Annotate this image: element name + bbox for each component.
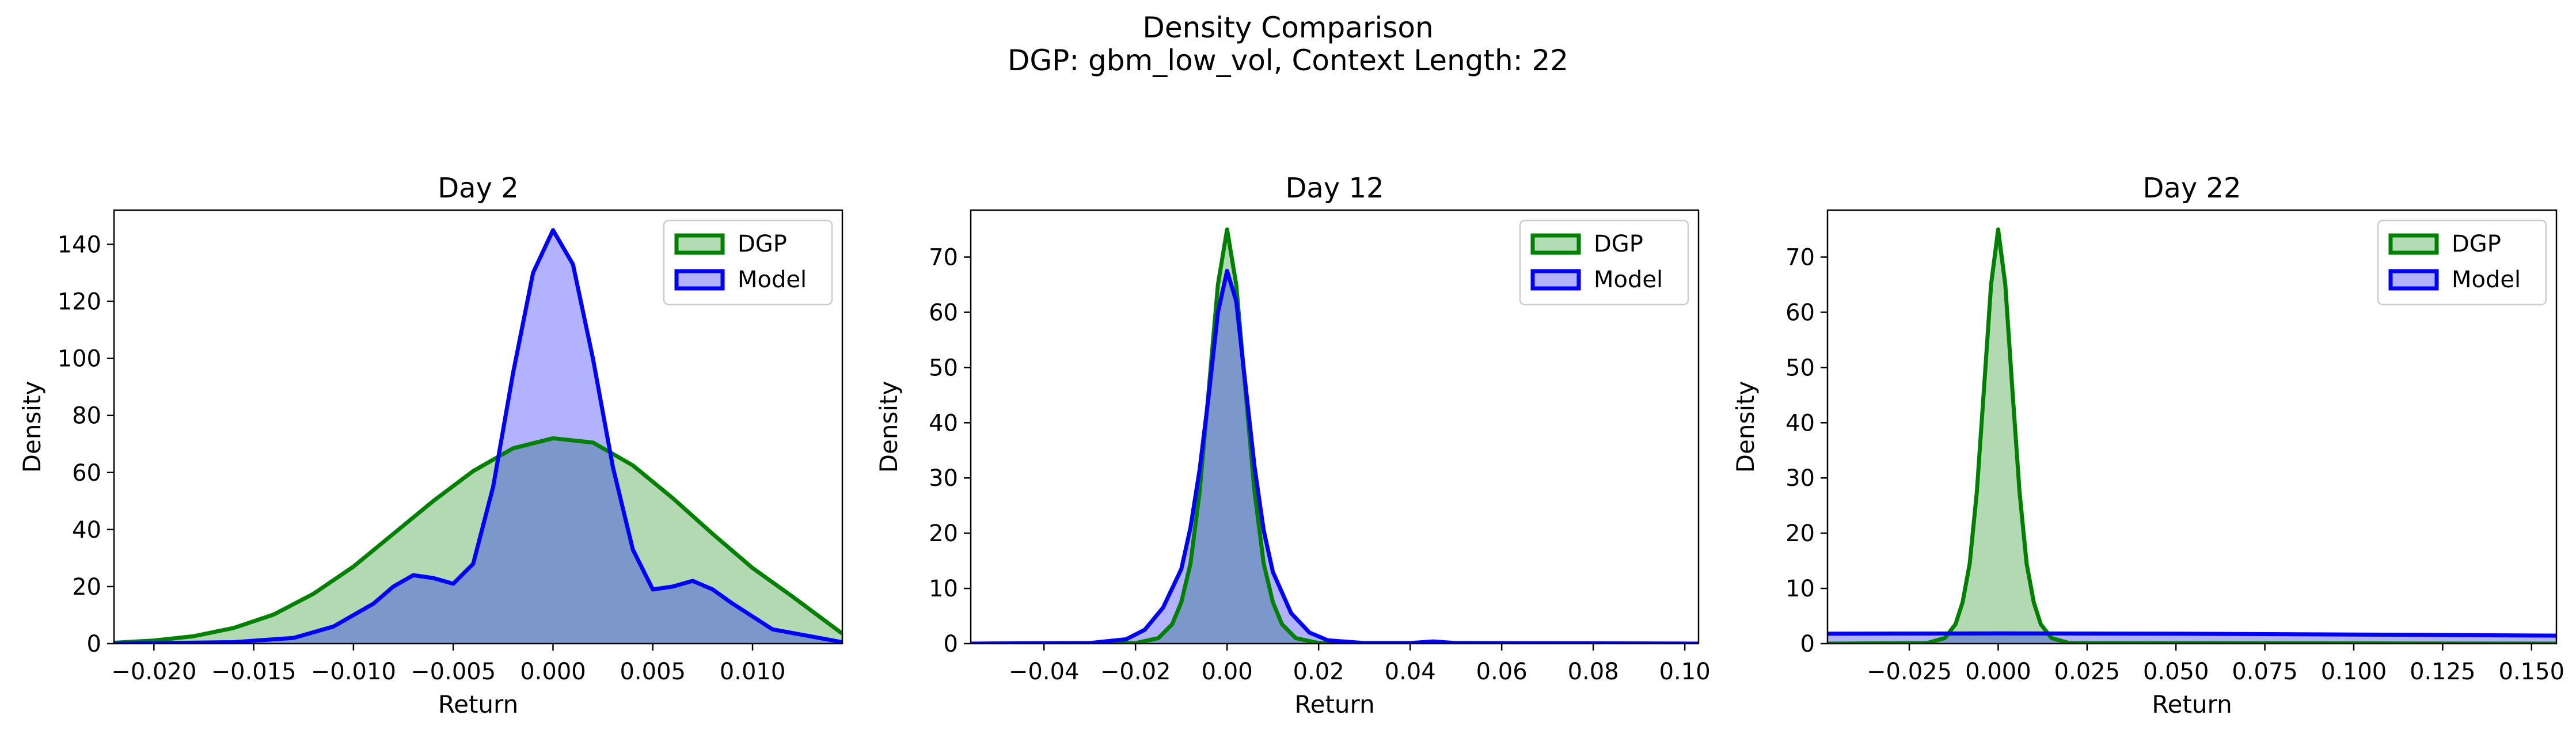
dgp-density-line bbox=[971, 227, 1699, 644]
legend-swatch-dgp bbox=[2388, 233, 2439, 255]
dgp-density-line bbox=[114, 436, 842, 644]
subplot-3: −0.025 0.000 0.025 0.050 0.075 0.100 0.125 0.15… bbox=[1731, 172, 2564, 718]
y-tick-label: 40 bbox=[72, 517, 101, 543]
y-tick-label: 60 bbox=[72, 460, 101, 486]
y-tick-label: 20 bbox=[1785, 520, 1815, 547]
y-tick-label: 70 bbox=[929, 245, 958, 271]
model-density-fill bbox=[971, 271, 1699, 644]
y-tick-label: 10 bbox=[1785, 576, 1815, 602]
x-tick-label: −0.005 bbox=[411, 659, 496, 685]
subplot-title: Day 12 bbox=[1285, 172, 1384, 204]
y-tick-label: 0 bbox=[944, 631, 958, 657]
y-tick-label: 30 bbox=[1785, 465, 1815, 492]
legend-swatch-model bbox=[674, 269, 725, 291]
x-tick-label: 0.100 bbox=[2321, 659, 2387, 685]
x-tick-label: 0.000 bbox=[520, 659, 586, 685]
legend-label-dgp: DGP bbox=[2452, 231, 2501, 257]
y-tick-label: 100 bbox=[58, 346, 101, 372]
y-tick-label: 0 bbox=[1800, 631, 1815, 657]
model-density-line bbox=[1827, 631, 2556, 638]
subplots: −0.020 −0.015 −0.010 −0.005 0.000 0.005 0.0100… bbox=[18, 172, 2564, 718]
subplot-2: −0.04 −0.02 0.00 0.02 0.04 0.06 0.08 0.10 0 10 20 3… bbox=[875, 172, 1711, 718]
x-tick-label: 0.00 bbox=[1202, 659, 1253, 685]
x-tick-label: 0.000 bbox=[1965, 659, 2031, 685]
legend-swatch-dgp bbox=[1530, 233, 1581, 255]
subplot-title: Day 22 bbox=[2142, 172, 2241, 204]
legend-label-dgp: DGP bbox=[1594, 231, 1643, 257]
subplot-title: Day 2 bbox=[438, 172, 519, 204]
x-axis-label: Return bbox=[438, 690, 518, 718]
y-tick-label: 0 bbox=[87, 631, 101, 657]
axes-frame bbox=[1826, 209, 2558, 645]
legend-swatch-model bbox=[2388, 269, 2439, 291]
legend: DGP Model bbox=[1519, 219, 1689, 306]
legend-swatch-dgp bbox=[674, 233, 725, 255]
x-tick-label: 0.04 bbox=[1385, 659, 1436, 685]
x-tick-label: −0.010 bbox=[311, 659, 396, 685]
figure-title: Density Comparison bbox=[1142, 11, 1433, 44]
x-tick-label: 0.150 bbox=[2499, 659, 2565, 685]
y-tick-label: 60 bbox=[929, 299, 958, 326]
y-axis-label: Density bbox=[1731, 381, 1760, 473]
dgp-density-line bbox=[1827, 227, 2556, 644]
legend-swatch-model bbox=[1530, 269, 1581, 291]
x-tick-label: 0.02 bbox=[1293, 659, 1344, 685]
x-tick-label: −0.04 bbox=[1009, 659, 1080, 685]
y-tick-label: 60 bbox=[1785, 299, 1815, 326]
legend-label-model: Model bbox=[1594, 267, 1663, 293]
dgp-density-fill bbox=[1827, 229, 2556, 644]
y-axis-label: Density bbox=[875, 381, 903, 473]
y-tick-label: 140 bbox=[58, 231, 101, 258]
x-tick-label: 0.10 bbox=[1659, 659, 1711, 685]
x-tick-label: −0.025 bbox=[1867, 659, 1952, 685]
x-tick-label: −0.02 bbox=[1100, 659, 1171, 685]
x-tick-label: −0.015 bbox=[211, 659, 297, 685]
axes-frame bbox=[113, 209, 844, 645]
y-tick-label: 50 bbox=[929, 355, 958, 381]
x-axis-label: Return bbox=[1294, 690, 1374, 718]
model-density-line bbox=[114, 228, 842, 644]
y-tick-label: 20 bbox=[929, 520, 958, 547]
legend-label-model: Model bbox=[2452, 267, 2521, 293]
y-tick-label: 30 bbox=[929, 465, 958, 492]
x-tick-label: 0.025 bbox=[2054, 659, 2121, 685]
legend: DGP Model bbox=[2377, 219, 2547, 306]
x-tick-label: 0.050 bbox=[2143, 659, 2209, 685]
legend: DGP Model bbox=[663, 219, 833, 306]
y-tick-label: 10 bbox=[929, 576, 958, 602]
y-tick-label: 120 bbox=[58, 289, 101, 315]
x-tick-label: 0.075 bbox=[2232, 659, 2298, 685]
x-tick-label: 0.08 bbox=[1568, 659, 1619, 685]
x-tick-label: 0.010 bbox=[720, 659, 786, 685]
y-tick-label: 70 bbox=[1785, 245, 1815, 271]
x-tick-label: −0.020 bbox=[111, 659, 196, 685]
x-tick-label: 0.06 bbox=[1476, 659, 1528, 685]
plot-area bbox=[114, 228, 842, 644]
y-tick-label: 20 bbox=[72, 574, 101, 600]
y-axis-label: Density bbox=[18, 381, 46, 473]
figure-subtitle: DGP: gbm_low_vol, Context Length: 22 bbox=[1008, 44, 1568, 77]
legend-label-dgp: DGP bbox=[738, 231, 787, 257]
legend-label-model: Model bbox=[738, 267, 807, 293]
y-tick-label: 40 bbox=[1785, 410, 1815, 436]
model-density-line bbox=[971, 269, 1699, 644]
subplot-1: −0.020 −0.015 −0.010 −0.005 0.000 0.005 0.010 0… bbox=[18, 172, 844, 718]
y-tick-label: 80 bbox=[72, 403, 101, 429]
axes-frame bbox=[970, 209, 1700, 645]
y-tick-label: 50 bbox=[1785, 355, 1815, 381]
x-tick-label: 0.125 bbox=[2410, 659, 2476, 685]
x-tick-label: 0.005 bbox=[620, 659, 686, 685]
plot-area bbox=[1827, 227, 2556, 644]
y-tick-label: 40 bbox=[929, 410, 958, 436]
x-axis-label: Return bbox=[2152, 690, 2232, 718]
model-density-fill bbox=[114, 230, 842, 644]
